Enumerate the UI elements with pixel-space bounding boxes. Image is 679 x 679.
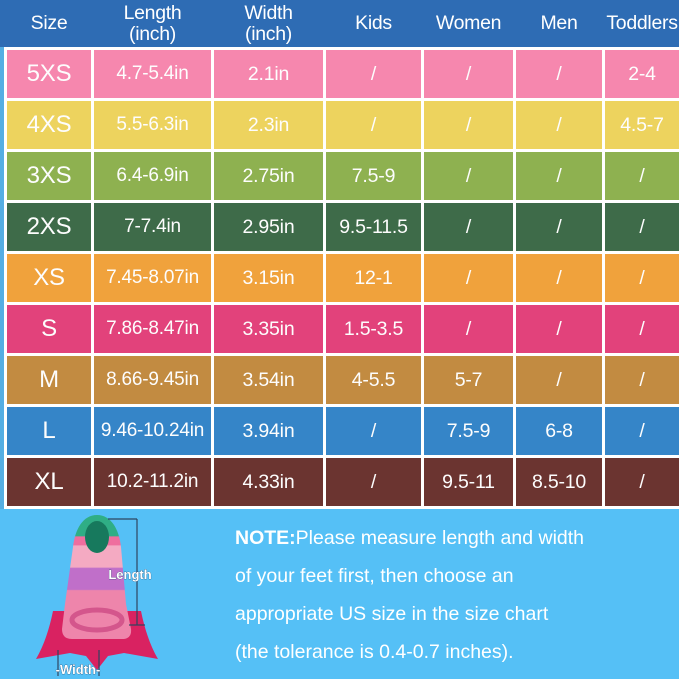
note-bold-prefix: NOTE:: [235, 527, 296, 549]
column-header-0: Size: [30, 12, 68, 35]
cell-kids-S: 1.5-3.5: [326, 305, 421, 353]
cell-length-L: 9.46-10.24in: [94, 407, 211, 455]
note-body: Please measure length and width of your …: [235, 527, 585, 663]
cell-women-5XS: /: [424, 50, 513, 98]
column-header-3: Kids: [355, 12, 392, 35]
cell-women-3XS: /: [424, 152, 513, 200]
cell-size-XS: XS: [7, 254, 91, 302]
cell-width-L: 3.94in: [214, 407, 323, 455]
table-header: Size Length (inch) Width (inch) Kids Women Me…: [0, 0, 679, 47]
cell-width-S: 3.35in: [214, 305, 323, 353]
cell-men-3XS: /: [516, 152, 602, 200]
cell-length-4XS: 5.5-6.3in: [94, 101, 211, 149]
cell-length-XL: 10.2-11.2in: [94, 458, 211, 506]
cell-size-2XS: 2XS: [7, 203, 91, 251]
cell-length-3XS: 6.4-6.9in: [94, 152, 211, 200]
cell-toddlers-M: /: [605, 356, 679, 404]
column-header-4: Women: [435, 12, 502, 35]
fin-image: Length -Width-: [36, 515, 158, 677]
cell-size-3XS: 3XS: [7, 152, 91, 200]
cell-toddlers-2XS: /: [605, 203, 679, 251]
cell-size-5XS: 5XS: [7, 50, 91, 98]
cell-men-2XS: /: [516, 203, 602, 251]
cell-kids-M: 4-5.5: [326, 356, 421, 404]
cell-toddlers-5XS: 2-4: [605, 50, 679, 98]
cell-width-XL: 4.33in: [214, 458, 323, 506]
cell-width-3XS: 2.75in: [214, 152, 323, 200]
cell-size-XL: XL: [7, 458, 91, 506]
cell-length-S: 7.86-8.47in: [94, 305, 211, 353]
fin-toe-opening: [85, 521, 109, 553]
cell-men-4XS: /: [516, 101, 602, 149]
cell-men-XS: /: [516, 254, 602, 302]
cell-kids-L: /: [326, 407, 421, 455]
cell-kids-XL: /: [326, 458, 421, 506]
cell-women-XS: /: [424, 254, 513, 302]
cell-women-2XS: /: [424, 203, 513, 251]
cell-kids-4XS: /: [326, 101, 421, 149]
cell-size-L: L: [7, 407, 91, 455]
cell-length-XS: 7.45-8.07in: [94, 254, 211, 302]
footer-panel: Length -Width- NOTE:Please measure lengt…: [0, 509, 679, 679]
cell-women-M: 5-7: [424, 356, 513, 404]
cell-men-XL: 8.5-10: [516, 458, 602, 506]
cell-toddlers-XL: /: [605, 458, 679, 506]
cell-toddlers-S: /: [605, 305, 679, 353]
cell-kids-XS: 12-1: [326, 254, 421, 302]
length-dimension: [108, 518, 145, 626]
cell-kids-2XS: 9.5-11.5: [326, 203, 421, 251]
cell-size-M: M: [7, 356, 91, 404]
cell-size-S: S: [7, 305, 91, 353]
cell-width-5XS: 2.1in: [214, 50, 323, 98]
column-header-6: Toddlers: [606, 12, 678, 35]
cell-women-4XS: /: [424, 101, 513, 149]
cell-kids-3XS: 7.5-9: [326, 152, 421, 200]
cell-women-XL: 9.5-11: [424, 458, 513, 506]
cell-length-M: 8.66-9.45in: [94, 356, 211, 404]
cell-width-2XS: 2.95in: [214, 203, 323, 251]
column-header-2: Width (inch): [244, 2, 293, 45]
width-label: -Width-: [56, 662, 101, 677]
note-text: NOTE:Please measure length and width of …: [235, 519, 669, 671]
column-header-1: Length (inch): [123, 2, 182, 45]
cell-men-5XS: /: [516, 50, 602, 98]
cell-width-M: 3.54in: [214, 356, 323, 404]
cell-toddlers-L: /: [605, 407, 679, 455]
cell-size-4XS: 4XS: [7, 101, 91, 149]
cell-width-4XS: 2.3in: [214, 101, 323, 149]
cell-toddlers-3XS: /: [605, 152, 679, 200]
cell-men-L: 6-8: [516, 407, 602, 455]
fin-body: [62, 515, 132, 639]
width-dimension: [57, 650, 100, 676]
cell-women-S: /: [424, 305, 513, 353]
cell-men-S: /: [516, 305, 602, 353]
cell-women-L: 7.5-9: [424, 407, 513, 455]
fin-heel-strap: [69, 607, 125, 633]
cell-length-2XS: 7-7.4in: [94, 203, 211, 251]
length-label: Length: [108, 567, 151, 582]
cell-men-M: /: [516, 356, 602, 404]
cell-length-5XS: 4.7-5.4in: [94, 50, 211, 98]
cell-kids-5XS: /: [326, 50, 421, 98]
cell-toddlers-4XS: 4.5-7: [605, 101, 679, 149]
cell-width-XS: 3.15in: [214, 254, 323, 302]
column-header-5: Men: [540, 12, 578, 35]
cell-toddlers-XS: /: [605, 254, 679, 302]
table-body: 5XS 4.7-5.4in 2.1in / //2-4 4XS 5.5-6.3in 2.3in…: [0, 47, 679, 509]
